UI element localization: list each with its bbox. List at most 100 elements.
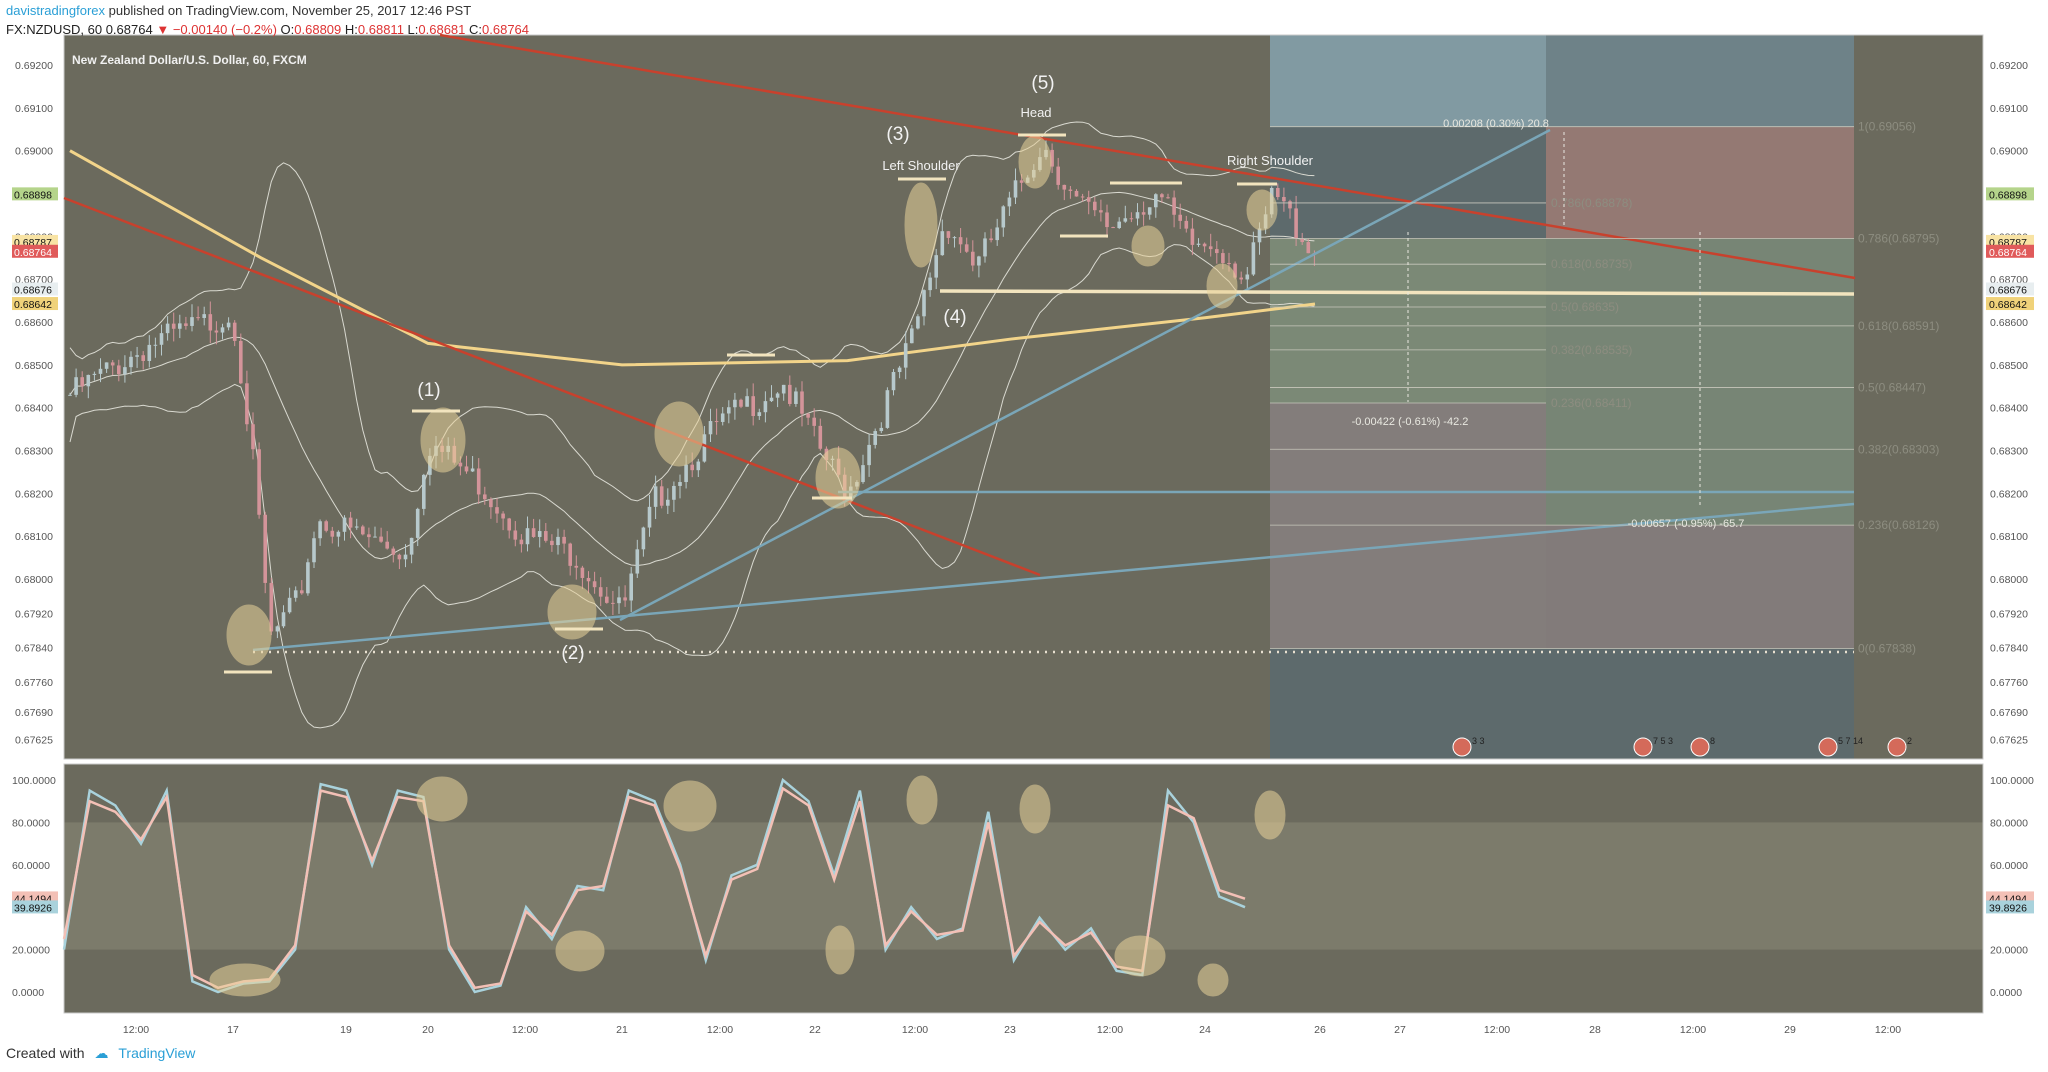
candle-body bbox=[635, 549, 640, 574]
wave-label-4: (4) bbox=[943, 307, 966, 328]
candle-body bbox=[678, 482, 682, 486]
candle-body bbox=[1208, 246, 1213, 250]
candle-body bbox=[123, 367, 127, 375]
candle-body bbox=[287, 597, 292, 613]
price-tag-left: 0.68764 bbox=[14, 247, 52, 259]
candle-body bbox=[257, 449, 261, 515]
highlight-ellipse bbox=[904, 182, 938, 268]
price-tag-left: 0.68676 bbox=[14, 284, 52, 296]
candle-body bbox=[373, 536, 377, 538]
candle-body bbox=[184, 323, 188, 326]
time-tick: 12:00 bbox=[1484, 1024, 1510, 1036]
price-tick-right: 0.69200 bbox=[1990, 60, 2028, 72]
candle-body bbox=[226, 322, 231, 328]
measure-top: 0.00208 (0.30%) 20.8 bbox=[1443, 118, 1549, 130]
fib-a-label: 0.786(0.68878) bbox=[1551, 196, 1632, 210]
candle-body bbox=[501, 513, 505, 519]
time-tick: 12:00 bbox=[902, 1024, 928, 1036]
candle-body bbox=[690, 464, 694, 471]
candle-body bbox=[196, 317, 200, 319]
price-tick-right: 0.67920 bbox=[1990, 608, 2028, 620]
candle-body bbox=[269, 582, 274, 632]
candle-body bbox=[659, 486, 664, 506]
candle-body bbox=[586, 577, 591, 582]
candle-body bbox=[330, 530, 335, 537]
candle-body bbox=[794, 391, 798, 404]
price-tick-right: 0.69100 bbox=[1990, 103, 2028, 115]
price-tick-left: 0.67840 bbox=[15, 643, 53, 655]
candle-body bbox=[568, 543, 572, 566]
candle-body bbox=[1123, 218, 1128, 222]
stoch-tag-left: 39.8926 bbox=[14, 902, 52, 914]
candle-body bbox=[208, 314, 213, 331]
candle-body bbox=[977, 256, 981, 266]
candle-body bbox=[1239, 277, 1243, 280]
candle-body bbox=[1202, 243, 1207, 247]
highlight-ellipse bbox=[1206, 263, 1238, 309]
price-tick-right: 0.67690 bbox=[1990, 707, 2028, 719]
price-tag-left-bg bbox=[12, 187, 58, 201]
bollinger-lower bbox=[69, 244, 1315, 729]
highlight-ellipse bbox=[1018, 135, 1052, 189]
price-tick-left: 0.68200 bbox=[15, 488, 53, 500]
tradingview-logo-icon[interactable]: ☁ bbox=[94, 1045, 109, 1061]
stoch-tick-left: 20.0000 bbox=[12, 945, 50, 957]
author-link[interactable]: davistradingforex bbox=[6, 3, 105, 18]
candle-body bbox=[666, 499, 670, 506]
price-tag-right-bg bbox=[1986, 187, 2034, 201]
time-tick: 22 bbox=[809, 1024, 821, 1036]
candle-body bbox=[470, 468, 475, 472]
price-tag-right: 0.68898 bbox=[1989, 189, 2027, 201]
candle-body bbox=[751, 396, 755, 417]
candle-body bbox=[525, 528, 530, 545]
time-tick: 12:00 bbox=[123, 1024, 149, 1036]
candle-body bbox=[879, 427, 884, 432]
candle-body bbox=[312, 538, 316, 563]
stoch-tick-right: 60.0000 bbox=[1990, 860, 2028, 872]
candle-body bbox=[531, 528, 536, 537]
price-tag-left-bg bbox=[12, 297, 58, 311]
candle-body bbox=[275, 626, 280, 632]
candle-body bbox=[964, 244, 969, 252]
candle-body bbox=[1141, 212, 1146, 215]
symbol-line: FX:NZDUSD, 60 0.68764 ▼ −0.00140 (−0.2%)… bbox=[6, 22, 529, 37]
candle-body bbox=[1056, 166, 1060, 185]
candle-body bbox=[800, 391, 804, 414]
candle-body bbox=[812, 417, 816, 426]
candle-body bbox=[952, 237, 957, 239]
candle-body bbox=[611, 602, 615, 604]
candle-body bbox=[385, 541, 389, 549]
candle-body bbox=[507, 518, 511, 531]
price-tick-left: 0.68500 bbox=[15, 360, 53, 372]
candle-body bbox=[1074, 190, 1079, 197]
candle-body bbox=[367, 534, 371, 538]
candle-body bbox=[1001, 206, 1006, 228]
time-tick: 12:00 bbox=[1680, 1024, 1706, 1036]
candle-body bbox=[806, 413, 810, 418]
candle-body bbox=[598, 587, 603, 597]
time-tick: 24 bbox=[1199, 1024, 1211, 1036]
loss-box-a bbox=[1270, 402, 1546, 649]
candle-body bbox=[409, 537, 414, 555]
price-tick-right: 0.68000 bbox=[1990, 574, 2028, 586]
price-change: −0.00140 (−0.2%) bbox=[172, 22, 277, 37]
stoch-highlight-ellipse bbox=[1197, 963, 1229, 997]
tradingview-brand[interactable]: TradingView bbox=[118, 1045, 196, 1061]
open-value: 0.68809 bbox=[294, 22, 342, 37]
candle-body bbox=[458, 462, 463, 467]
fib-b-label: 1(0.69056) bbox=[1858, 120, 1916, 134]
price-tag-right-bg bbox=[1986, 282, 2034, 296]
candle-body bbox=[171, 323, 176, 329]
candle-body bbox=[946, 231, 951, 238]
bollinger-mid bbox=[69, 191, 1315, 567]
right-shoulder-label: Right Shoulder bbox=[1227, 153, 1314, 168]
candle-body bbox=[940, 231, 945, 256]
candle-body bbox=[989, 238, 993, 241]
candle-body bbox=[574, 565, 579, 568]
candle-body bbox=[104, 362, 109, 369]
time-tick: 20 bbox=[422, 1024, 434, 1036]
price-tick-right: 0.68300 bbox=[1990, 446, 2028, 458]
candle-body bbox=[117, 365, 121, 375]
created-with: Created with bbox=[6, 1045, 85, 1061]
candle-body bbox=[556, 536, 560, 546]
